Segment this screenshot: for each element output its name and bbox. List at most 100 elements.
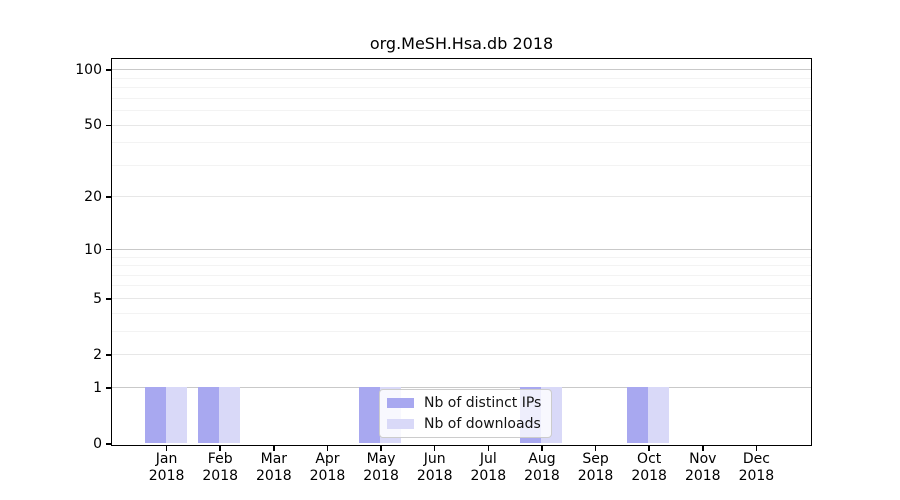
bar-feb-2018-downloads	[219, 387, 241, 444]
x-tick-label-line: 2018	[309, 467, 346, 484]
gridline-y-20	[112, 196, 811, 198]
x-tick-label-apr-2018: Apr 2018	[287, 451, 367, 484]
y-tick-mark-0	[106, 443, 112, 445]
gridline-y-50	[112, 124, 811, 126]
chart-title: org.MeSH.Hsa.db 2018	[369, 34, 554, 53]
bar-jan-2018-downloads	[165, 387, 187, 444]
minor-gridline-y-3	[112, 330, 811, 332]
minor-gridline-y-70	[112, 97, 811, 99]
minor-gridline-y-90	[112, 77, 811, 79]
legend-label: Nb of downloads	[424, 416, 541, 432]
y-tick-label-100: 100	[75, 62, 102, 78]
bar-oct-2018-downloads	[648, 387, 670, 444]
y-tick-label-2: 2	[93, 346, 102, 363]
minor-gridline-y-9	[112, 256, 811, 258]
y-tick-mark-5	[106, 297, 112, 300]
minor-gridline-y-40	[112, 142, 811, 144]
x-tick-mark-1	[165, 445, 168, 451]
gridline-y-1	[112, 387, 811, 389]
x-tick-label-nov-2018: Nov 2018	[663, 451, 743, 484]
legend-label: Nb of distinct IPs	[424, 395, 542, 411]
gridline-y-10	[112, 248, 811, 250]
x-tick-label-line: 2018	[363, 467, 399, 484]
legend: Nb of distinct IPs Nb of downloads	[379, 389, 553, 438]
minor-gridline-y-4	[112, 312, 811, 314]
x-tick-mark-2	[219, 445, 221, 451]
y-tick-label-5: 5	[93, 290, 102, 307]
minor-gridline-y-8	[112, 265, 811, 267]
y-tick-label-1: 1	[93, 379, 102, 396]
y-tick-label-20: 20	[84, 189, 102, 206]
x-tick-label-line: Jun	[423, 451, 446, 467]
x-tick-label-line: Apr	[315, 451, 340, 467]
x-tick-label-line: 2018	[631, 467, 667, 484]
x-tick-label-line: 2018	[577, 467, 614, 484]
y-tick-label-0: 0	[93, 436, 102, 452]
x-tick-label-line: May	[366, 451, 396, 467]
y-tick-mark-10	[106, 248, 112, 251]
x-tick-label-line: 2018	[738, 467, 775, 484]
y-tick-mark-50	[106, 124, 112, 127]
bar-may-2018-distinct-ips	[359, 387, 381, 444]
x-tick-label-line: Jul	[479, 451, 497, 467]
y-tick-label-10: 10	[84, 241, 102, 258]
minor-gridline-y-30	[112, 164, 811, 166]
legend-swatch-icon	[387, 398, 414, 408]
x-tick-label-line: 2018	[470, 467, 507, 484]
gridline-y-5	[112, 297, 811, 299]
x-tick-label-jul-2018: Jul 2018	[448, 451, 528, 484]
x-tick-mark-12	[755, 445, 758, 451]
gridline-y-100	[112, 69, 811, 71]
x-tick-label-mar-2018: Mar 2018	[234, 451, 314, 484]
y-tick-mark-1	[106, 387, 112, 389]
x-tick-label-feb-2018: Feb 2018	[180, 451, 260, 484]
x-tick-label-line: Nov	[689, 451, 717, 467]
legend-item-distinct-ips: Nb of distinct IPs	[387, 395, 541, 411]
x-tick-mark-5	[380, 445, 382, 451]
plot-area	[111, 58, 812, 446]
x-tick-mark-6	[433, 445, 436, 451]
x-tick-label-line: 2018	[684, 467, 721, 484]
x-tick-mark-9	[594, 445, 597, 451]
x-tick-label-oct-2018: Oct 2018	[609, 451, 689, 484]
x-tick-label-line: Mar	[260, 451, 288, 467]
y-tick-label-50: 50	[84, 117, 102, 134]
x-tick-label-line: 2018	[148, 467, 185, 484]
x-tick-label-jan-2018: Jan 2018	[127, 451, 207, 484]
y-tick-mark-100	[106, 69, 112, 71]
x-tick-label-jun-2018: Jun 2018	[395, 451, 475, 484]
x-tick-mark-7	[487, 445, 490, 451]
minor-gridline-y-7	[112, 274, 811, 276]
x-tick-label-aug-2018: Aug 2018	[502, 451, 582, 484]
x-tick-mark-11	[701, 445, 704, 451]
x-tick-mark-10	[648, 445, 650, 451]
bar-jan-2018-distinct-ips	[144, 387, 166, 444]
x-tick-label-line: Jan	[155, 451, 178, 467]
bar-feb-2018-distinct-ips	[198, 387, 220, 444]
minor-gridline-y-80	[112, 87, 811, 89]
x-tick-label-sep-2018: Sep 2018	[556, 451, 636, 484]
x-tick-mark-4	[326, 445, 329, 451]
x-tick-label-line: 2018	[416, 467, 453, 484]
x-tick-mark-8	[541, 445, 543, 451]
x-tick-label-line: Oct	[637, 451, 662, 467]
x-tick-label-line: 2018	[202, 467, 239, 484]
x-tick-label-line: Dec	[742, 451, 770, 467]
minor-gridline-y-6	[112, 285, 811, 287]
x-tick-label-line: 2018	[256, 467, 292, 484]
x-tick-label-dec-2018: Dec 2018	[716, 451, 796, 484]
x-tick-label-may-2018: May 2018	[341, 451, 421, 484]
legend-item-downloads: Nb of downloads	[387, 416, 541, 432]
y-tick-mark-2	[106, 354, 112, 356]
minor-gridline-y-60	[112, 110, 811, 112]
x-tick-label-line: 2018	[524, 467, 560, 484]
x-tick-mark-3	[273, 445, 275, 451]
bar-oct-2018-distinct-ips	[627, 387, 649, 444]
x-tick-label-line: Sep	[582, 451, 609, 467]
gridline-y-2	[112, 354, 811, 356]
x-tick-label-line: Aug	[528, 451, 556, 467]
y-tick-mark-20	[106, 196, 112, 199]
x-tick-label-line: Feb	[207, 451, 233, 467]
legend-swatch-icon	[387, 419, 414, 429]
